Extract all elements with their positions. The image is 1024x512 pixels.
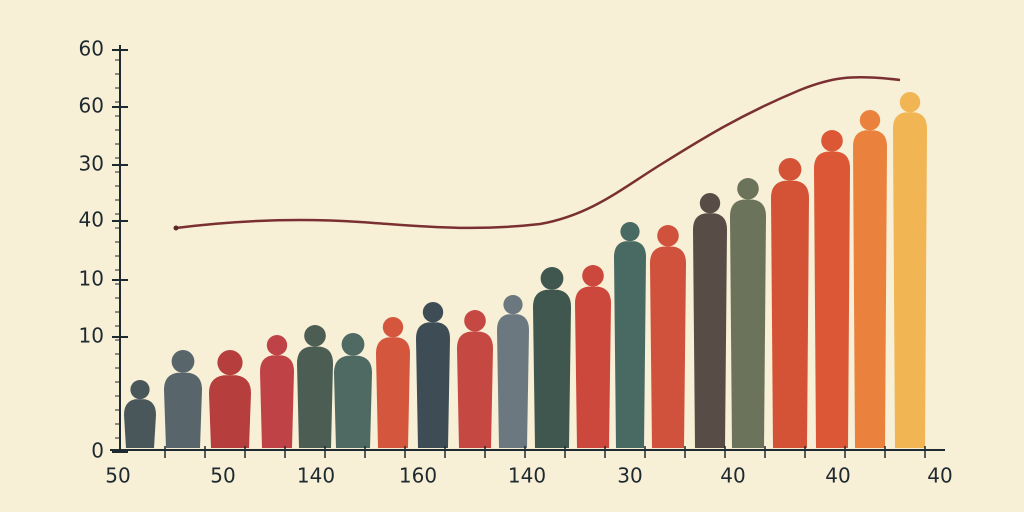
y-tick-label: 0 xyxy=(91,439,104,463)
x-tick-label: 140 xyxy=(297,464,335,488)
figure-head xyxy=(821,130,843,152)
line-start xyxy=(173,225,179,231)
figure-body xyxy=(650,246,686,448)
figure-body xyxy=(497,314,529,448)
y-tick-label: 10 xyxy=(79,267,104,291)
x-tick-label: 30 xyxy=(617,464,642,488)
trend-line xyxy=(175,76,901,230)
y-tick-label: 60 xyxy=(79,94,104,118)
figure-body xyxy=(457,331,493,448)
y-tick-label: 10 xyxy=(79,324,104,348)
x-tick-label: 160 xyxy=(399,464,437,488)
figure-body xyxy=(164,372,202,448)
figure-body xyxy=(376,337,410,448)
figure-head xyxy=(382,317,404,338)
x-tick-label: 140 xyxy=(508,464,546,488)
figure-head xyxy=(737,178,759,200)
figure-head xyxy=(130,380,150,400)
figure-body xyxy=(730,199,766,448)
x-tick-label: 40 xyxy=(720,464,745,488)
figure-head xyxy=(304,325,326,347)
figure-head xyxy=(899,92,921,113)
figure-head xyxy=(657,225,679,247)
figure-body xyxy=(124,399,156,448)
figure-head xyxy=(171,350,195,373)
figure-head xyxy=(582,265,604,287)
figure-head xyxy=(540,267,564,290)
figure-body xyxy=(260,355,294,448)
x-tick-label: 40 xyxy=(927,464,952,488)
figure-body xyxy=(693,213,727,448)
y-tick-label: 30 xyxy=(79,152,104,176)
figure-head xyxy=(341,333,365,356)
figure-body xyxy=(297,346,333,448)
figure-body xyxy=(614,241,646,448)
figure-head xyxy=(778,158,802,181)
figure-head xyxy=(699,193,721,214)
figure-body xyxy=(334,355,372,448)
figure-body xyxy=(853,130,887,448)
figure-body xyxy=(416,322,450,448)
figure-body xyxy=(209,375,251,448)
y-tick-label: 40 xyxy=(79,208,104,232)
figure-head xyxy=(217,350,243,376)
figure-body xyxy=(893,112,927,449)
x-tick-label: 40 xyxy=(825,464,850,488)
figure-head xyxy=(503,295,523,315)
figure-head xyxy=(464,310,486,332)
figure-head xyxy=(620,222,640,242)
figure-body xyxy=(533,289,571,448)
y-tick-label: 60 xyxy=(79,37,104,61)
figure-head xyxy=(859,110,881,131)
x-tick-label: 50 xyxy=(210,464,235,488)
figure-body xyxy=(575,286,611,448)
figure-body xyxy=(771,180,809,449)
figures xyxy=(124,92,927,449)
x-tick-label: 50 xyxy=(105,464,130,488)
figure-head xyxy=(266,335,288,356)
figure-head xyxy=(422,302,444,323)
figure-body xyxy=(814,151,850,448)
